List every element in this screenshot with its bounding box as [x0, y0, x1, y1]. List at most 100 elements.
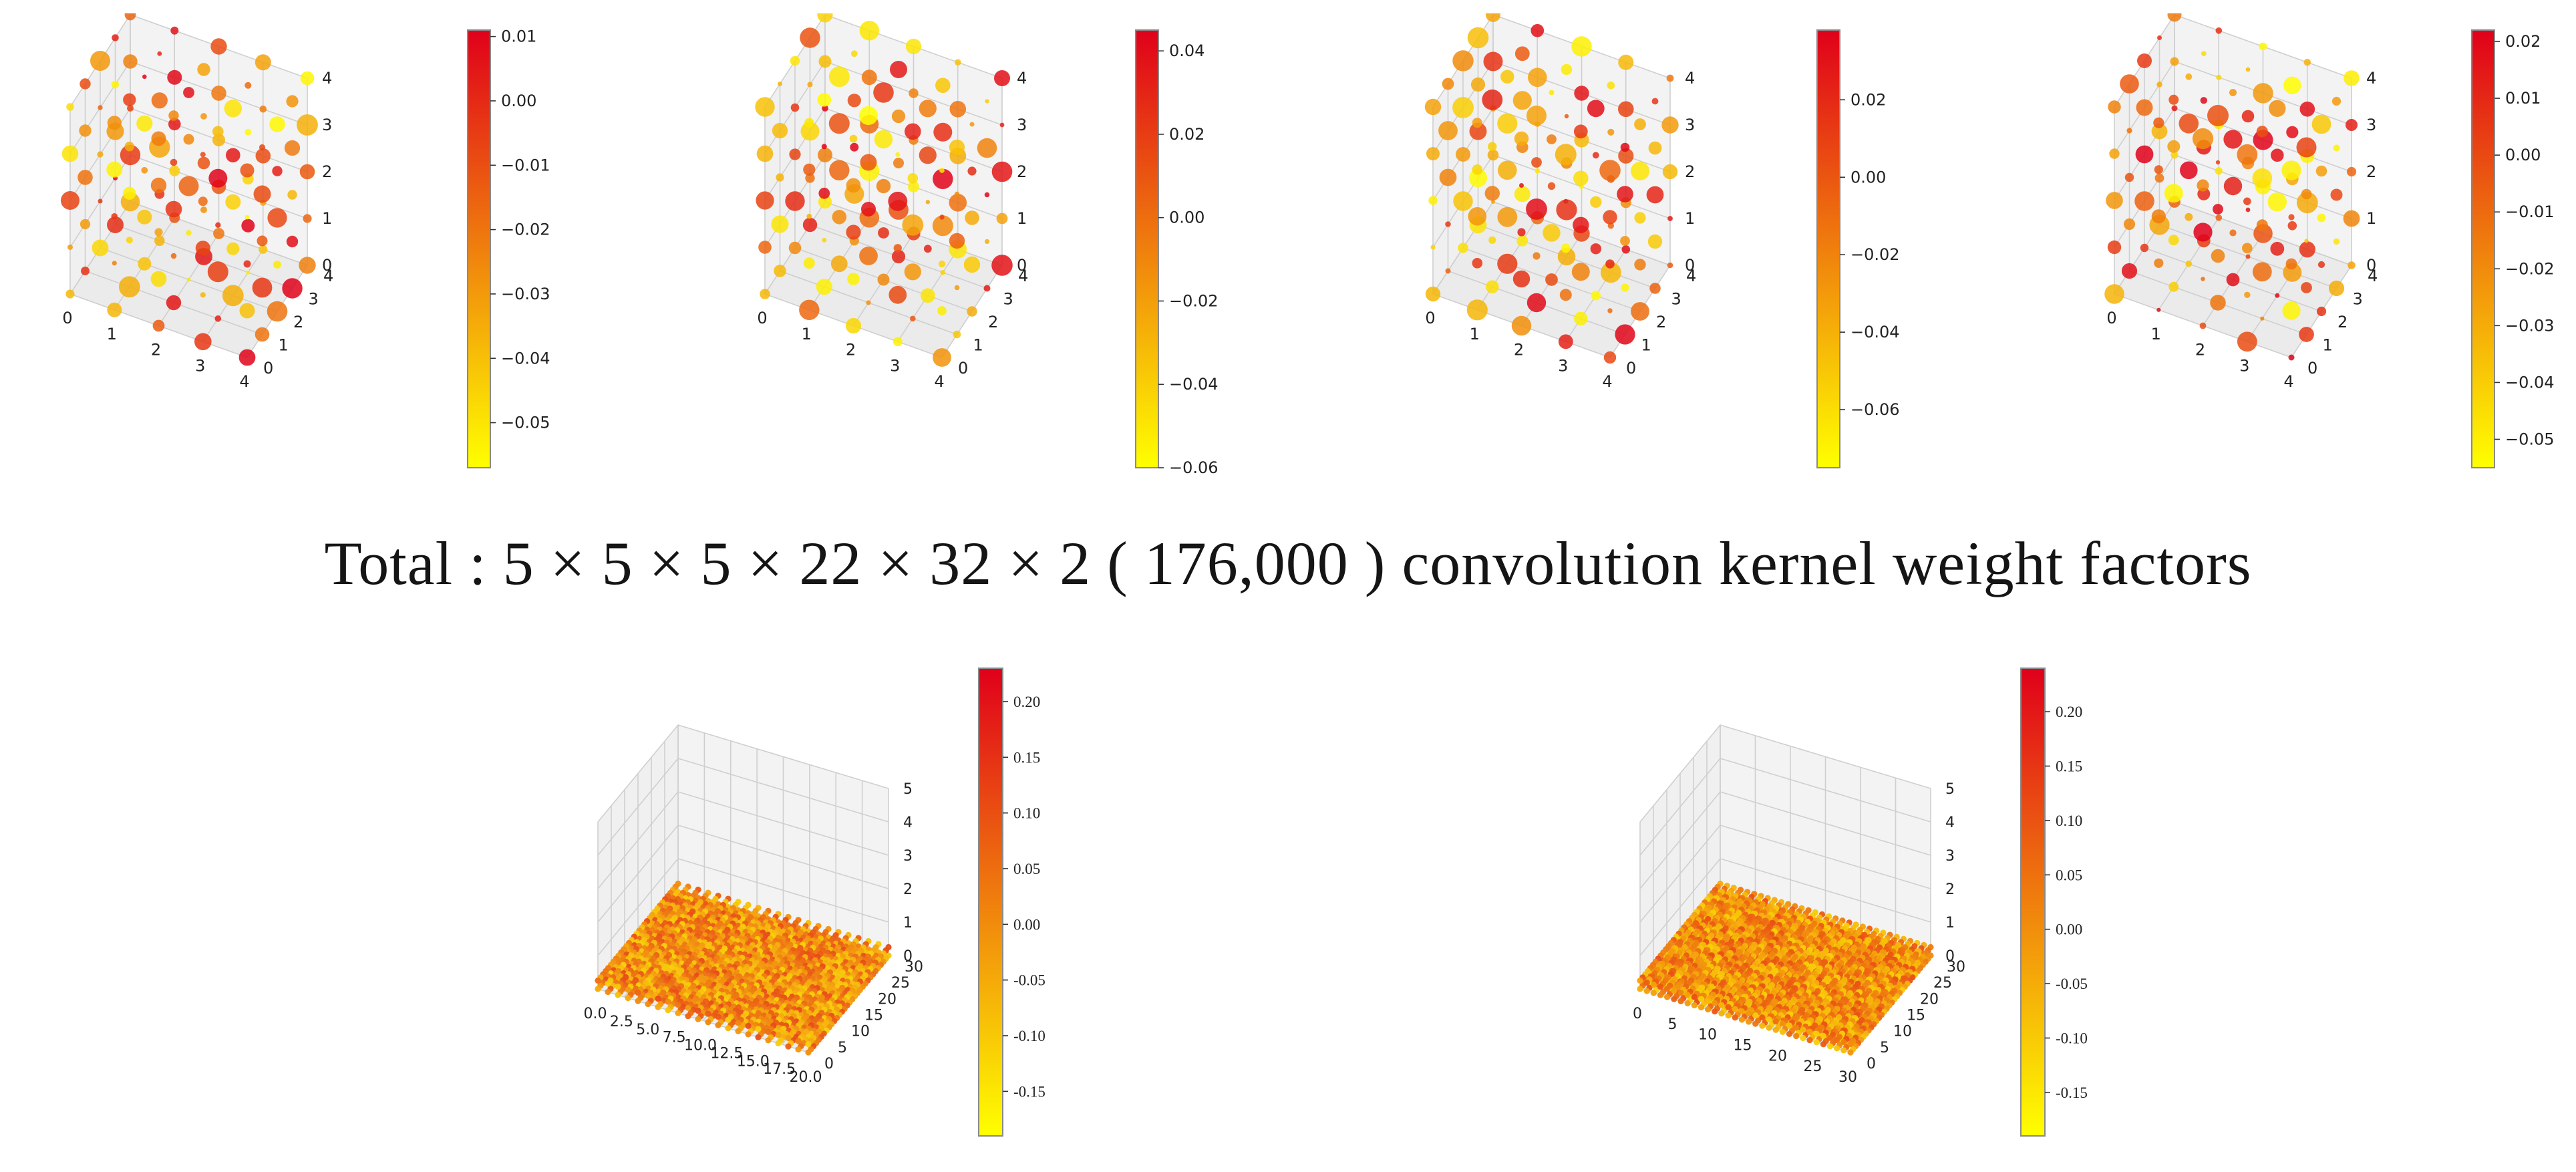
data-point — [66, 103, 74, 111]
data-point — [1820, 1041, 1826, 1048]
data-point — [895, 152, 901, 157]
data-point — [245, 82, 252, 89]
x-tick-label: 0 — [1633, 1006, 1642, 1022]
data-point — [1620, 142, 1630, 152]
colorbar-tick-label: −0.02 — [2505, 259, 2555, 278]
data-point — [150, 271, 167, 287]
z-tick-label: 4 — [322, 69, 332, 88]
data-point — [1631, 302, 1649, 321]
y-tick-label: 10 — [1893, 1024, 1912, 1040]
z-tick-label: 0 — [1685, 256, 1695, 275]
data-point — [226, 148, 240, 163]
data-point — [259, 245, 268, 254]
data-point — [785, 1034, 792, 1042]
data-point — [1472, 118, 1482, 128]
data-point — [954, 191, 960, 197]
y-tick-label: 2 — [2338, 313, 2348, 331]
data-point — [178, 176, 199, 196]
colorbar — [2020, 668, 2046, 1137]
data-point — [2311, 114, 2331, 134]
data-point — [2299, 102, 2315, 117]
data-point — [2154, 165, 2163, 174]
data-point — [1603, 351, 1617, 364]
y-tick-label: 30 — [1947, 959, 1965, 976]
z-tick-label: 5 — [903, 781, 913, 798]
data-point — [2197, 179, 2209, 192]
colorbar-tick-label: −0.03 — [2505, 316, 2555, 335]
data-point — [1684, 992, 1691, 998]
data-point — [126, 237, 133, 244]
data-point — [893, 337, 903, 347]
data-point — [222, 285, 244, 307]
kernel-scatter-plot-4: 0123401234012340.020.010.00−0.01−0.02−0.… — [2104, 13, 2555, 468]
data-point — [1486, 13, 1500, 22]
data-point — [735, 1020, 742, 1026]
data-point — [1469, 122, 1487, 140]
data-point — [1498, 160, 1517, 180]
data-point — [715, 1022, 721, 1028]
data-point — [828, 66, 850, 88]
data-point — [215, 222, 221, 228]
z-tick-label: 1 — [322, 209, 332, 228]
colorbar-tick-label: -0.15 — [1013, 1083, 1045, 1100]
data-point — [120, 144, 141, 166]
z-tick-label: 4 — [1945, 815, 1955, 831]
data-point — [2316, 306, 2327, 317]
data-point — [2107, 240, 2122, 255]
data-point — [965, 210, 979, 225]
data-point — [2269, 100, 2286, 117]
data-point — [1573, 216, 1589, 233]
data-point — [111, 213, 118, 220]
data-point — [1662, 164, 1678, 180]
data-point — [297, 114, 318, 136]
data-point — [2229, 229, 2237, 237]
colorbar-tick-label: 0.05 — [2056, 867, 2082, 883]
data-point — [239, 303, 255, 319]
x-tick-label: 3 — [890, 356, 900, 375]
data-point — [214, 315, 222, 322]
x-tick-label: 5 — [1668, 1016, 1677, 1033]
colorbar-tick-label: 0.02 — [1850, 90, 1886, 109]
data-point — [245, 128, 252, 136]
data-point — [286, 95, 299, 108]
data-point — [949, 233, 965, 249]
data-point — [2216, 74, 2222, 80]
data-point — [806, 213, 812, 219]
data-point — [2153, 117, 2164, 128]
data-point — [605, 988, 611, 996]
data-point — [2108, 100, 2121, 114]
data-point — [1547, 134, 1557, 144]
data-point — [904, 263, 921, 281]
colorbar-tick-label: −0.03 — [501, 285, 550, 303]
y-tick-label: 0 — [958, 359, 968, 378]
z-tick-label: 1 — [1685, 209, 1695, 228]
data-point — [760, 289, 770, 299]
data-point — [255, 148, 271, 164]
data-point — [1514, 186, 1531, 202]
data-point — [2170, 57, 2179, 66]
data-point — [1445, 221, 1451, 227]
data-point — [2252, 262, 2272, 282]
data-point — [685, 1013, 691, 1020]
x-tick-label: 4 — [1602, 372, 1612, 391]
data-point — [967, 166, 977, 176]
data-point — [1590, 243, 1601, 255]
y-tick-label: 4 — [2368, 267, 2378, 285]
data-point — [1698, 1004, 1705, 1011]
z-tick-label: 1 — [2366, 209, 2376, 228]
data-point — [1497, 206, 1518, 227]
data-point — [168, 110, 179, 121]
data-point — [2123, 218, 2136, 231]
data-point — [605, 980, 611, 987]
colorbar-tick-label: −0.02 — [1169, 291, 1219, 310]
data-point — [859, 247, 878, 265]
data-point — [705, 1019, 711, 1026]
colorbar-tick-label: 0.05 — [1013, 861, 1040, 877]
data-point — [635, 998, 641, 1004]
data-point — [111, 80, 120, 89]
data-point — [1725, 1004, 1732, 1010]
data-point — [2241, 110, 2255, 123]
data-point — [2330, 188, 2343, 201]
data-point — [861, 202, 876, 216]
y-tick-label: 1 — [2323, 336, 2333, 355]
